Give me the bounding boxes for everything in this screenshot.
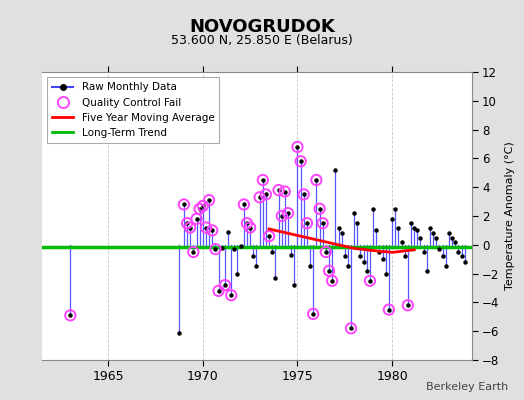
- Point: [186, 224, 194, 231]
- Point: [239, 201, 248, 208]
- Point: [297, 158, 305, 164]
- Point: [275, 187, 283, 193]
- Point: [300, 191, 308, 198]
- Point: [255, 194, 264, 200]
- Point: [293, 144, 302, 150]
- Point: [192, 216, 201, 222]
- Text: NOVOGRUDOK: NOVOGRUDOK: [189, 18, 335, 36]
- Point: [208, 227, 216, 234]
- Point: [246, 224, 254, 231]
- Point: [202, 224, 210, 231]
- Point: [312, 177, 321, 183]
- Point: [243, 220, 251, 226]
- Point: [280, 188, 289, 195]
- Point: [328, 278, 336, 284]
- Point: [259, 177, 267, 183]
- Point: [366, 278, 374, 284]
- Text: 53.600 N, 25.850 E (Belarus): 53.600 N, 25.850 E (Belarus): [171, 34, 353, 47]
- Point: [227, 292, 235, 298]
- Point: [221, 282, 229, 288]
- Point: [325, 268, 333, 274]
- Text: Berkeley Earth: Berkeley Earth: [426, 382, 508, 392]
- Point: [309, 311, 318, 317]
- Point: [195, 206, 204, 212]
- Point: [214, 288, 223, 294]
- Point: [284, 210, 292, 216]
- Point: [183, 220, 191, 226]
- Point: [315, 206, 324, 212]
- Point: [265, 233, 273, 239]
- Point: [211, 246, 220, 252]
- Point: [385, 306, 393, 313]
- Point: [319, 220, 327, 226]
- Point: [189, 249, 198, 255]
- Point: [180, 201, 188, 208]
- Legend: Raw Monthly Data, Quality Control Fail, Five Year Moving Average, Long-Term Tren: Raw Monthly Data, Quality Control Fail, …: [47, 77, 220, 143]
- Y-axis label: Temperature Anomaly (°C): Temperature Anomaly (°C): [505, 142, 515, 290]
- Point: [199, 203, 207, 209]
- Point: [303, 220, 311, 226]
- Point: [205, 197, 213, 203]
- Point: [403, 302, 412, 308]
- Point: [278, 213, 286, 219]
- Point: [347, 325, 355, 332]
- Point: [322, 249, 330, 255]
- Point: [66, 312, 74, 318]
- Point: [261, 191, 270, 198]
